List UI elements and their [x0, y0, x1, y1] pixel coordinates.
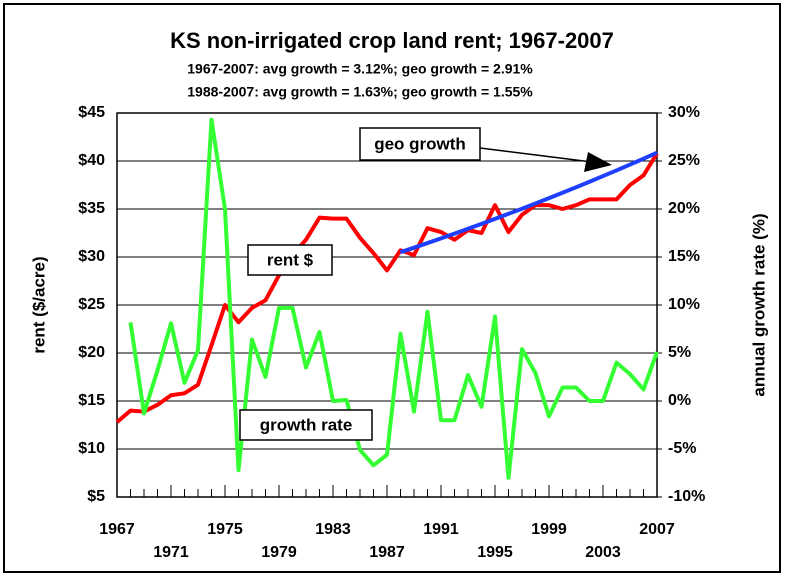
y2-tick-label: -10%: [668, 488, 705, 505]
annotation-label: rent $: [267, 250, 314, 269]
x-tick-label: 1999: [531, 521, 567, 538]
y-tick-label: $45: [78, 104, 105, 121]
y2-tick-label: 10%: [668, 296, 700, 313]
y-tick-label: $20: [78, 344, 105, 361]
y-tick-label: $25: [78, 296, 105, 313]
y2-tick-label: 15%: [668, 248, 700, 265]
annotation-label: growth rate: [260, 415, 353, 434]
y-tick-label: $35: [78, 200, 105, 217]
y2-axis-title: annual growth rate (%): [749, 213, 768, 396]
x-tick-label: 2003: [585, 544, 621, 561]
y-tick-label: $30: [78, 248, 105, 265]
y2-tick-label: 20%: [668, 200, 700, 217]
y2-tick-label: 0%: [668, 392, 691, 409]
x-tick-label: 1975: [207, 521, 243, 538]
x-tick-label: 1995: [477, 544, 513, 561]
y2-tick-label: 5%: [668, 344, 691, 361]
y-tick-label: $15: [78, 392, 105, 409]
annotation-box: [247, 244, 333, 276]
annotation-box: [359, 127, 481, 161]
subtitle: 1988-2007: avg growth = 1.63%; geo growt…: [187, 84, 533, 100]
x-tick-label: 1991: [423, 521, 459, 538]
annotation-arrowhead: [584, 152, 612, 172]
x-tick-label: 1971: [153, 544, 189, 561]
annotation-box: [239, 409, 373, 441]
y2-tick-label: 30%: [668, 104, 700, 121]
chart-frame: [3, 3, 781, 573]
x-tick-label: 1967: [99, 521, 135, 538]
x-tick-label: 1983: [315, 521, 351, 538]
data-line: [115, 152, 659, 424]
chart-title: KS non-irrigated crop land rent; 1967-20…: [170, 28, 614, 53]
y-tick-label: $40: [78, 152, 105, 169]
y-tick-label: $10: [78, 440, 105, 457]
annotation-label: geo growth: [374, 134, 466, 153]
x-tick-label: 1987: [369, 544, 405, 561]
x-tick-label: 1979: [261, 544, 297, 561]
y2-tick-label: -5%: [668, 440, 696, 457]
y-tick-label: $5: [87, 488, 105, 505]
y-axis-title: rent ($/acre): [29, 256, 48, 353]
y2-tick-label: 25%: [668, 152, 700, 169]
x-tick-label: 2007: [639, 521, 675, 538]
data-line: [399, 150, 658, 255]
data-line: [128, 117, 659, 480]
annotation-arrow: [479, 147, 601, 164]
subtitle: 1967-2007: avg growth = 3.12%; geo growt…: [187, 61, 533, 77]
